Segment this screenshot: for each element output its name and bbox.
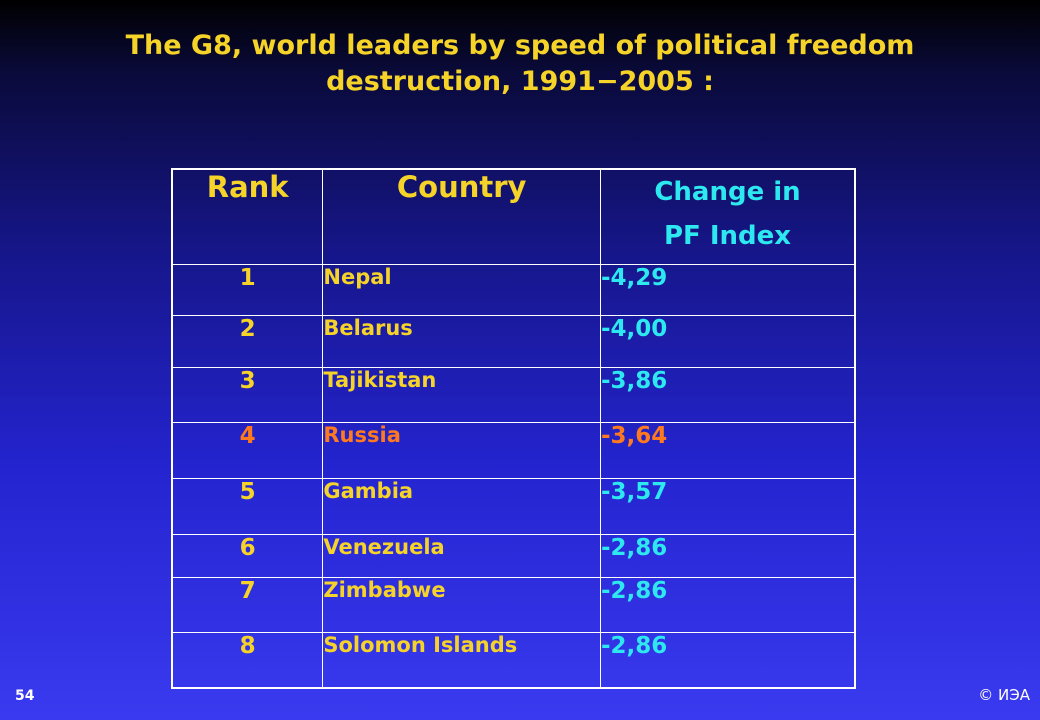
- change-cell: -4,00: [600, 315, 856, 368]
- country-cell: Nepal: [322, 264, 601, 316]
- copyright-notice: © ИЭА: [978, 686, 1030, 704]
- header-change-in-pf-index: Change in PF Index: [600, 168, 856, 265]
- rank-cell: 1: [171, 264, 324, 316]
- header-country: Country: [322, 168, 601, 265]
- country-cell: Russia: [322, 422, 601, 479]
- country-cell: Gambia: [322, 478, 601, 535]
- table-row: 5 Gambia -3,57: [171, 478, 856, 535]
- table-row: 6 Venezuela -2,86: [171, 534, 856, 578]
- rank-cell: 4: [171, 422, 324, 479]
- rank-cell: 3: [171, 367, 324, 423]
- change-cell: -2,86: [600, 632, 856, 688]
- change-cell: -2,86: [600, 577, 856, 633]
- slide-title: The G8, world leaders by speed of politi…: [0, 28, 1040, 100]
- slide-title-line-2: destruction, 1991−2005 :: [326, 66, 714, 97]
- country-cell: Zimbabwe: [322, 577, 601, 633]
- rank-cell: 6: [171, 534, 324, 578]
- freedom-ranking-table: Rank Country Change in PF Index 1 Nepal …: [171, 168, 856, 689]
- rank-cell: 5: [171, 478, 324, 535]
- change-cell: -3,57: [600, 478, 856, 535]
- change-cell: -4,29: [600, 264, 856, 316]
- rank-cell: 8: [171, 632, 324, 688]
- table-row: 3 Tajikistan -3,86: [171, 367, 856, 423]
- change-cell: -3,86: [600, 367, 856, 423]
- header-change-line-2: PF Index: [663, 221, 792, 251]
- change-cell: -2,86: [600, 534, 856, 578]
- rank-cell: 2: [171, 315, 324, 368]
- country-cell: Venezuela: [322, 534, 601, 578]
- change-cell: -3,64: [600, 422, 856, 479]
- slide-title-line-1: The G8, world leaders by speed of politi…: [125, 30, 915, 61]
- table-row-highlighted: 4 Russia -3,64: [171, 422, 856, 479]
- table-row: 7 Zimbabwe -2,86: [171, 577, 856, 633]
- rank-cell: 7: [171, 577, 324, 633]
- header-change-line-1: Change in: [654, 177, 801, 207]
- table-header-row: Rank Country Change in PF Index: [171, 168, 856, 265]
- country-cell: Tajikistan: [322, 367, 601, 423]
- country-cell: Solomon Islands: [322, 632, 601, 688]
- table-row: 8 Solomon Islands -2,86: [171, 632, 856, 688]
- country-cell: Belarus: [322, 315, 601, 368]
- table-row: 1 Nepal -4,29: [171, 264, 856, 316]
- header-rank: Rank: [171, 168, 324, 265]
- page-number: 54: [15, 688, 35, 704]
- table-row: 2 Belarus -4,00: [171, 315, 856, 368]
